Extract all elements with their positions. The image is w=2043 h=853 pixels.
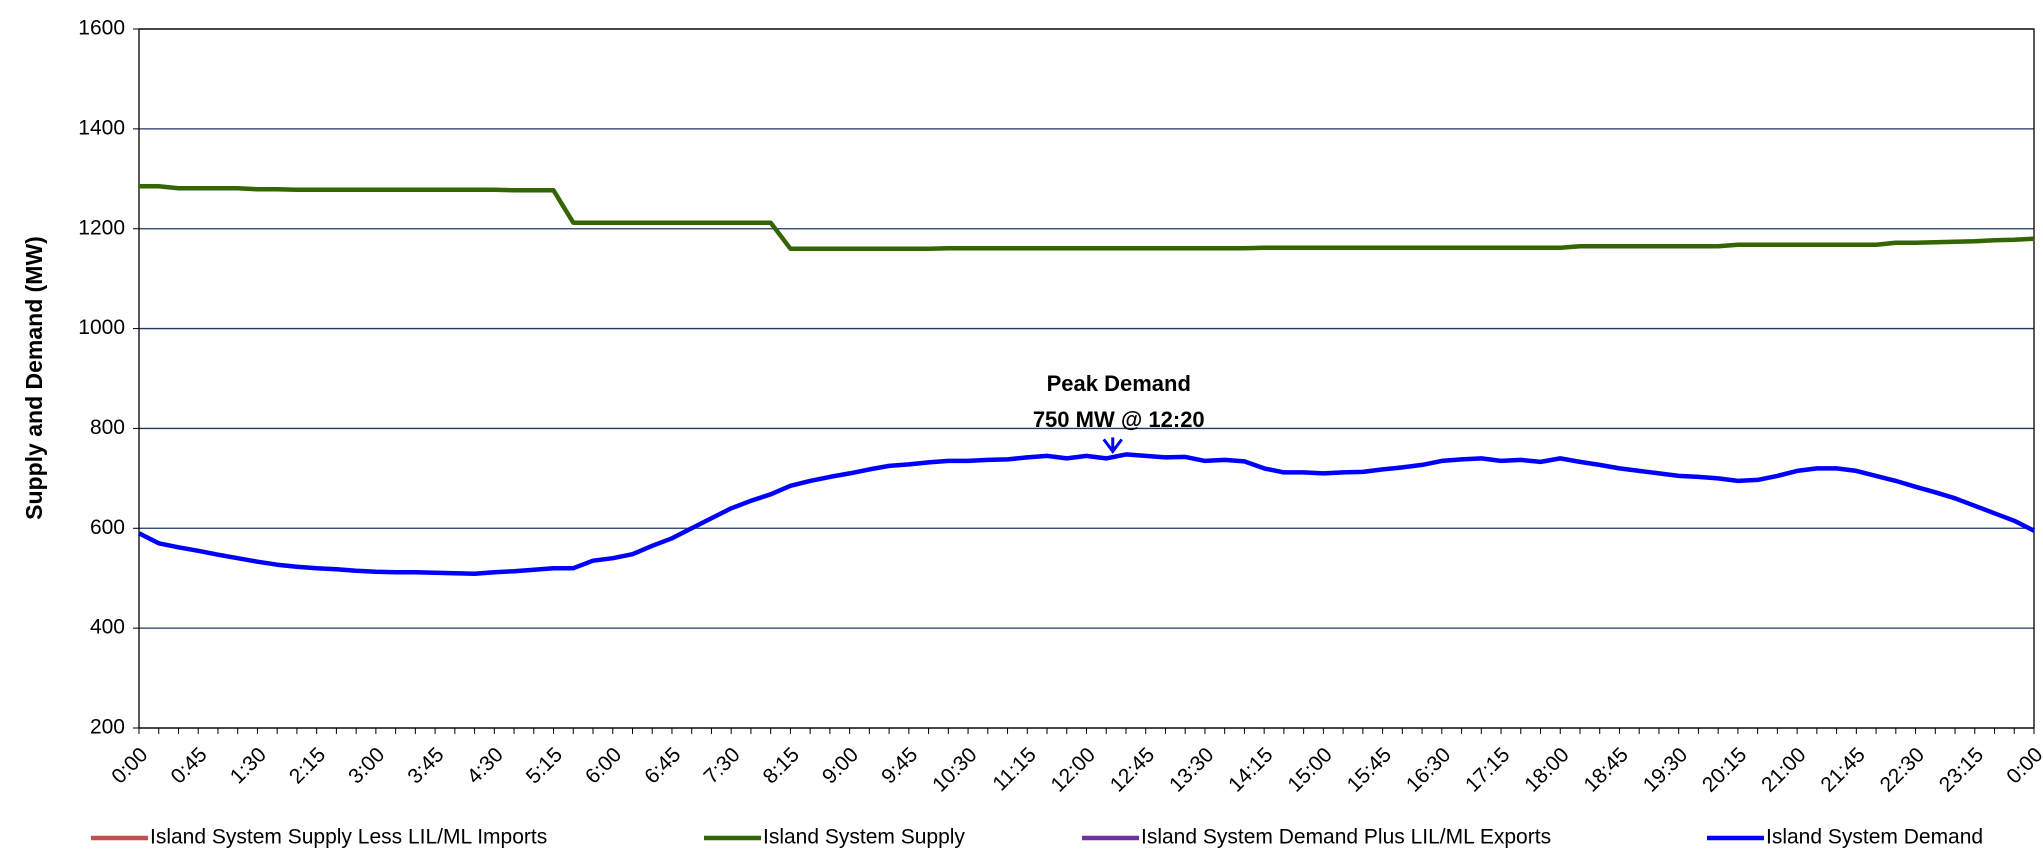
x-tick-label: 0:45 bbox=[167, 743, 212, 788]
x-tick-label: 3:45 bbox=[403, 743, 448, 788]
legend-label: Island System Supply bbox=[763, 826, 965, 849]
y-tick-label: 1400 bbox=[78, 116, 125, 139]
x-tick-label: 10:30 bbox=[928, 743, 981, 796]
legend-label: Island System Demand bbox=[1766, 826, 1983, 849]
x-tick-label: 0:00 bbox=[107, 743, 152, 788]
x-tick-label: 12:45 bbox=[1106, 743, 1159, 796]
y-tick-label: 1200 bbox=[78, 216, 125, 239]
x-tick-label: 3:00 bbox=[344, 743, 389, 788]
x-tick-label: 5:15 bbox=[522, 743, 567, 788]
legend-label: Island System Supply Less LIL/ML Imports bbox=[150, 826, 547, 849]
x-tick-label: 15:00 bbox=[1283, 743, 1336, 796]
y-tick-label: 200 bbox=[90, 716, 125, 739]
x-tick-label: 23:15 bbox=[1935, 743, 1988, 796]
y-tick-label: 600 bbox=[90, 516, 125, 539]
x-tick-label: 14:15 bbox=[1224, 743, 1277, 796]
y-tick-label: 1600 bbox=[78, 17, 125, 40]
x-tick-label: 7:30 bbox=[699, 743, 744, 788]
annotation-arrowhead bbox=[1102, 438, 1123, 454]
x-tick-label: 13:30 bbox=[1165, 743, 1218, 796]
y-tick-label: 800 bbox=[90, 416, 125, 439]
x-tick-label: 17:15 bbox=[1461, 743, 1514, 796]
x-tick-label: 21:45 bbox=[1816, 743, 1869, 796]
x-tick-label: 2:15 bbox=[285, 743, 330, 788]
x-tick-label: 22:30 bbox=[1876, 743, 1929, 796]
x-tick-label: 16:30 bbox=[1402, 743, 1455, 796]
x-tick-label: 9:45 bbox=[877, 743, 922, 788]
x-tick-label: 6:00 bbox=[581, 743, 626, 788]
annotation: Peak Demand bbox=[1047, 371, 1191, 396]
x-tick-label: 0:00 bbox=[2002, 743, 2043, 788]
y-axis-label: Supply and Demand (MW) bbox=[21, 236, 47, 520]
x-tick-label: 12:00 bbox=[1047, 743, 1100, 796]
annotation: 750 MW @ 12:20 bbox=[1033, 407, 1205, 432]
x-tick-label: 18:00 bbox=[1520, 743, 1573, 796]
x-tick-label: 11:15 bbox=[988, 743, 1040, 795]
x-tick-label: 6:45 bbox=[640, 743, 685, 788]
y-tick-label: 1000 bbox=[78, 316, 125, 339]
series-line bbox=[139, 184, 2035, 251]
x-tick-label: 15:45 bbox=[1343, 743, 1396, 796]
x-tick-label: 4:30 bbox=[463, 743, 508, 788]
x-tick-label: 19:30 bbox=[1639, 743, 1692, 796]
x-tick-label: 21:00 bbox=[1757, 743, 1810, 796]
x-tick-label: 18:45 bbox=[1579, 743, 1632, 796]
y-tick-label: 400 bbox=[90, 616, 125, 639]
legend-label: Island System Demand Plus LIL/ML Exports bbox=[1141, 826, 1551, 849]
x-tick-label: 8:15 bbox=[759, 743, 804, 788]
x-tick-label: 20:15 bbox=[1698, 743, 1751, 796]
series-line bbox=[137, 452, 2036, 576]
x-tick-label: 1:30 bbox=[226, 743, 271, 788]
x-tick-label: 9:00 bbox=[818, 743, 863, 788]
